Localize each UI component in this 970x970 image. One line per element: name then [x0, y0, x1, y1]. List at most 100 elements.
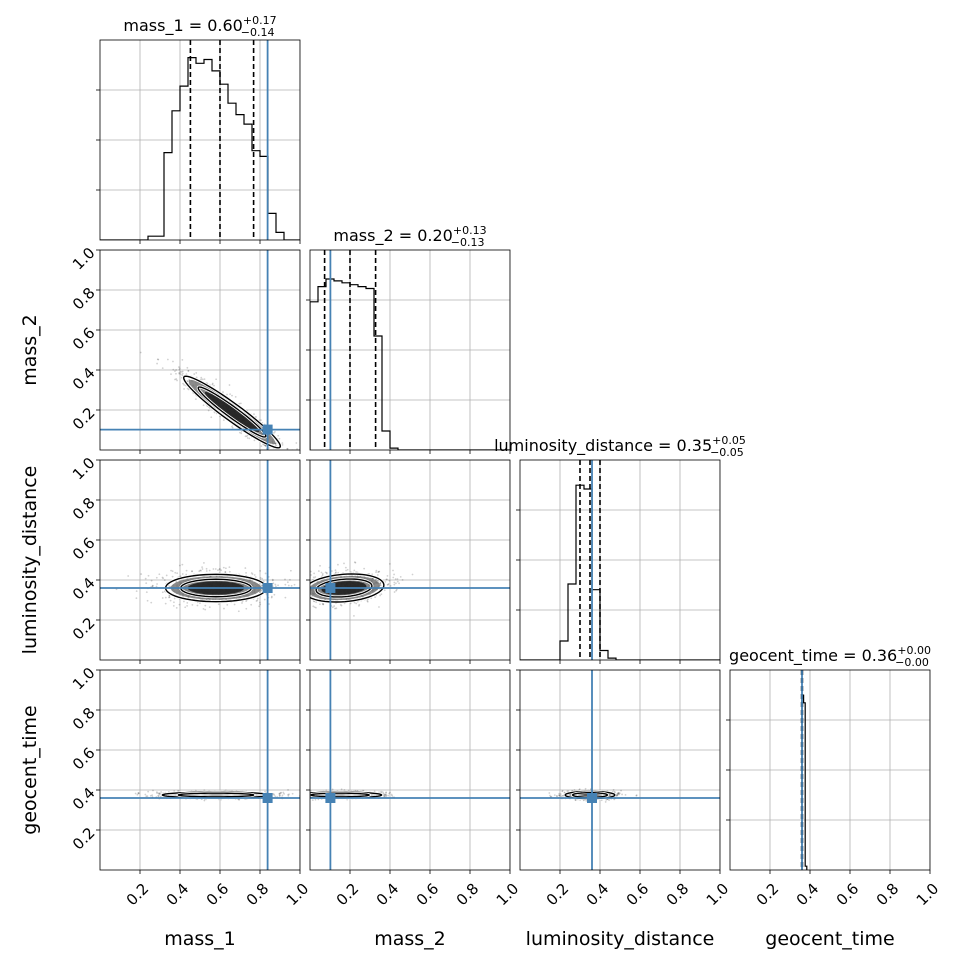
sample-point [317, 570, 320, 572]
sample-point [375, 571, 377, 574]
sample-point [201, 568, 204, 570]
sample-point [393, 581, 396, 584]
sample-point [149, 794, 152, 797]
sample-point [303, 582, 305, 584]
sample-point [213, 384, 215, 387]
sample-point [146, 795, 149, 798]
sample-point [286, 447, 289, 450]
sample-point [303, 794, 305, 796]
sample-point [250, 572, 253, 574]
sample-point [288, 793, 290, 796]
sample-point [147, 574, 150, 577]
sample-point [277, 456, 279, 458]
title-plus: +0.05 [712, 434, 746, 447]
sample-point [217, 569, 219, 572]
sample-point [203, 378, 206, 381]
sample-point [379, 581, 382, 584]
sample-point [145, 591, 148, 594]
sample-point [245, 571, 247, 574]
sample-point [151, 794, 154, 797]
sample-point [264, 572, 267, 575]
x-tick-label: 1.0 [283, 880, 313, 910]
sample-point [186, 605, 189, 607]
joint-panel-2-1 [296, 460, 510, 660]
sample-point [150, 601, 153, 604]
sample-point [191, 570, 193, 573]
panel-title-luminosity_distance: luminosity_distance = 0.35+0.05 −0.05 [494, 434, 746, 459]
sample-point [253, 574, 256, 576]
sample-point [305, 792, 307, 794]
sample-point [202, 607, 205, 610]
sample-point [245, 435, 248, 438]
sample-point [200, 378, 203, 381]
x-tick-label: 0.2 [333, 880, 363, 910]
sample-point [234, 395, 237, 398]
sample-point [182, 382, 184, 385]
truth-marker [325, 583, 336, 593]
sample-point [303, 796, 305, 798]
sample-point [296, 590, 298, 592]
sample-point [270, 595, 273, 598]
sample-point [337, 563, 339, 566]
sample-point [194, 398, 197, 401]
sample-point [378, 606, 380, 608]
sample-point [180, 370, 183, 373]
y-tick-label: 0.2 [69, 824, 99, 854]
sample-point [256, 597, 259, 600]
sample-point [205, 570, 208, 572]
sample-point [289, 456, 291, 458]
sample-point [340, 604, 343, 607]
sample-point [203, 562, 205, 564]
sample-point [305, 591, 307, 593]
sample-point [353, 569, 356, 572]
sample-point [175, 606, 178, 609]
sample-point [343, 562, 345, 565]
sample-point [271, 578, 274, 581]
sample-point [279, 792, 282, 794]
contour-inner [315, 578, 373, 598]
sample-point [205, 567, 208, 570]
sample-point [306, 791, 308, 793]
joint-panel-3-0 [100, 670, 300, 870]
sample-point [282, 791, 285, 794]
sample-point [306, 594, 308, 596]
sample-point [295, 442, 298, 444]
axes-frame-1-0 [99, 249, 301, 451]
sample-point [302, 461, 304, 463]
sample-point [337, 571, 340, 574]
sample-point [214, 568, 217, 570]
sample-point [260, 445, 263, 448]
sample-point [304, 592, 306, 594]
sample-point [137, 792, 140, 794]
x-tick-label: 0.8 [243, 880, 273, 910]
sample-point [624, 793, 627, 796]
sample-point [307, 796, 309, 798]
sample-point [313, 600, 316, 603]
y-tick-label: 0.8 [69, 284, 99, 314]
title-main: mass_1 = 0.60 [123, 16, 242, 36]
sample-point [280, 791, 283, 794]
sample-point [185, 573, 188, 576]
sample-point [151, 584, 154, 587]
sample-point [388, 563, 391, 565]
sample-point [304, 795, 306, 797]
title-plus: +0.00 [897, 644, 931, 657]
sample-point [305, 794, 307, 796]
joint-panel-3-1 [303, 670, 510, 870]
title-minus: −0.05 [710, 446, 744, 459]
sample-point [193, 373, 196, 375]
sample-point [147, 790, 150, 793]
sample-point [199, 602, 201, 605]
sample-point [218, 568, 221, 571]
sample-point [157, 795, 160, 798]
sample-point [174, 370, 176, 373]
sample-point [390, 793, 393, 796]
sample-point [231, 426, 234, 429]
sample-point [387, 582, 390, 585]
sample-point [251, 573, 254, 576]
truth-marker [262, 793, 273, 803]
sample-point [354, 561, 357, 564]
sample-point [139, 351, 142, 354]
sample-point [349, 602, 352, 605]
